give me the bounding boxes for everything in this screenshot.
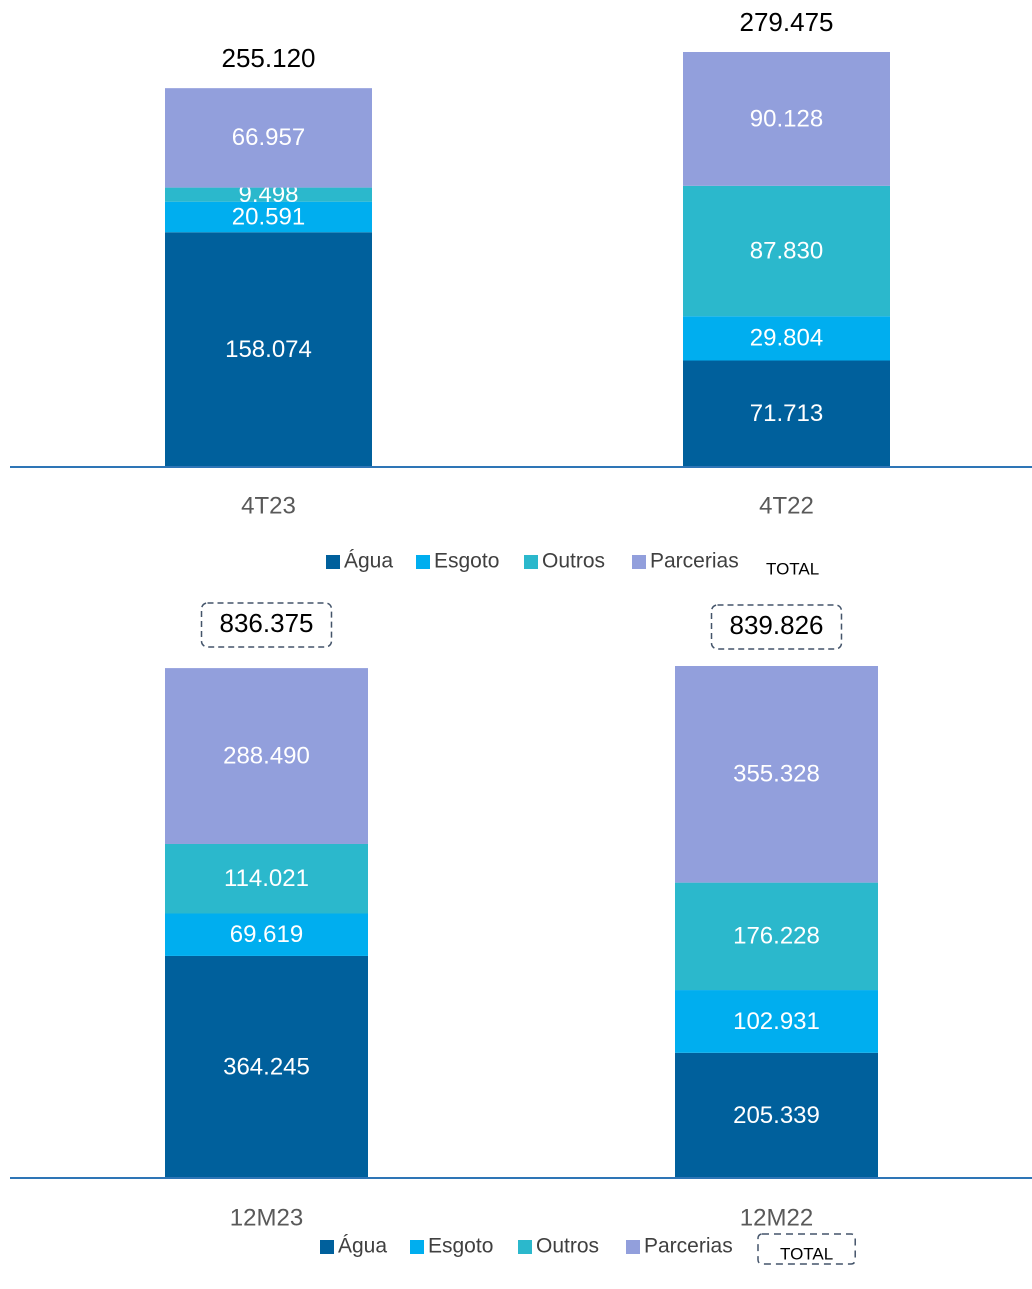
bar-segment: [675, 990, 878, 1053]
total-label: 836.375: [220, 608, 314, 638]
value-label: 114.021: [224, 865, 309, 892]
bar-segment: [675, 882, 878, 991]
bar-segment: [165, 843, 368, 914]
value-label: 176.228: [733, 923, 820, 950]
legend-label: TOTAL: [766, 559, 819, 578]
bar-segment: [683, 52, 890, 186]
value-label: 90.128: [750, 105, 823, 132]
category-label: 4T22: [759, 492, 814, 519]
legend-label: Outros: [542, 550, 605, 573]
total-label: 255.120: [222, 43, 316, 73]
value-label: 66.957: [232, 124, 305, 151]
bar-segment: [683, 360, 890, 467]
value-label: 158.074: [225, 336, 312, 363]
legend-swatch: [518, 1240, 532, 1254]
legend-label: Outros: [536, 1235, 599, 1258]
bar-segment: [675, 666, 878, 883]
category-label: 12M23: [230, 1204, 303, 1231]
bar-segment: [683, 185, 890, 317]
legend-total-box: [757, 1233, 856, 1265]
total-label: 279.475: [740, 7, 834, 37]
legend-label: Esgoto: [434, 550, 499, 573]
value-label: 288.490: [223, 742, 310, 769]
value-label: 355.328: [733, 761, 820, 788]
bar-segment: [165, 913, 368, 956]
value-label: 87.830: [750, 237, 823, 264]
legend-swatch: [416, 555, 430, 569]
legend-label: Água: [344, 550, 393, 573]
value-label: 71.713: [750, 400, 823, 427]
value-label: 364.245: [223, 1053, 310, 1080]
bar-segment: [683, 316, 890, 361]
legend-label: Água: [338, 1235, 387, 1258]
value-label: 20.591: [232, 203, 305, 230]
legend-label: TOTAL: [780, 1244, 833, 1263]
legend-label: Parcerias: [644, 1235, 733, 1258]
total-label: 839.826: [730, 610, 824, 640]
value-label: 102.931: [733, 1008, 820, 1035]
legend-swatch: [410, 1240, 424, 1254]
total-box: [200, 602, 333, 648]
value-label: 29.804: [750, 325, 823, 352]
legend-swatch: [326, 555, 340, 569]
total-box: [710, 604, 843, 650]
legend-swatch: [524, 555, 538, 569]
bar-segment: [165, 88, 372, 188]
bar-segment: [165, 201, 372, 233]
bar-segment: [165, 668, 368, 844]
legend-label: Esgoto: [428, 1235, 493, 1258]
value-label: 69.619: [230, 921, 303, 948]
bar-segment: [165, 232, 372, 467]
legend-swatch: [626, 1240, 640, 1254]
bar-segment: [165, 955, 368, 1178]
bar-segment: [165, 187, 372, 202]
legend-swatch: [632, 555, 646, 569]
legend-swatch: [320, 1240, 334, 1254]
category-label: 4T23: [241, 492, 296, 519]
category-label: 12M22: [740, 1204, 813, 1231]
legend-label: Parcerias: [650, 550, 739, 573]
value-label: 205.339: [733, 1102, 820, 1129]
bar-segment: [675, 1052, 878, 1178]
